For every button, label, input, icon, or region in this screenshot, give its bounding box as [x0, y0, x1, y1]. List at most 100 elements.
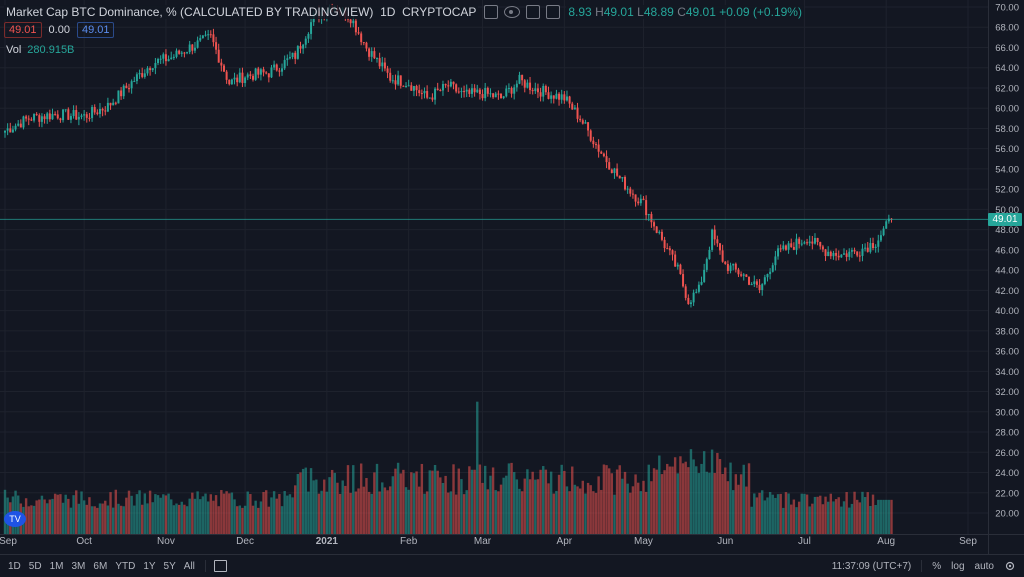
volume-bar — [758, 492, 761, 534]
candle-body — [798, 238, 801, 244]
candle-body — [447, 85, 450, 87]
sell-button[interactable]: 49.01 — [4, 22, 42, 38]
candle-body — [584, 122, 587, 124]
candle-body — [365, 42, 368, 49]
settings-icon[interactable] — [526, 5, 541, 19]
candle-body — [600, 151, 603, 154]
range-1d[interactable]: 1D — [8, 560, 21, 572]
candle-body — [183, 52, 186, 54]
calendar-icon[interactable] — [213, 560, 227, 572]
candle-body — [824, 249, 827, 257]
candle-body — [67, 109, 70, 120]
volume-bar — [288, 494, 292, 534]
candle-body — [769, 271, 772, 275]
candle-body — [489, 93, 492, 95]
candle-body — [449, 81, 452, 87]
volume-bar — [383, 487, 387, 534]
spread-value: 0.00 — [48, 24, 70, 36]
candle-body — [38, 115, 41, 122]
range-5y[interactable]: 5Y — [163, 560, 176, 572]
volume-bar — [204, 493, 207, 534]
volume-bar — [784, 492, 788, 534]
range-5d[interactable]: 5D — [28, 560, 42, 572]
candle-body — [444, 84, 447, 86]
range-all[interactable]: All — [183, 560, 195, 572]
range-3m[interactable]: 3M — [71, 560, 86, 572]
volume-bar — [658, 455, 661, 534]
eye-icon[interactable] — [504, 6, 521, 18]
last-price-tag: 49.01 — [988, 213, 1022, 226]
volume-bar — [148, 490, 152, 534]
gear-icon[interactable] — [1004, 560, 1016, 572]
volume-bar — [246, 491, 249, 534]
range-ytd[interactable]: YTD — [115, 560, 136, 572]
volume-bar — [520, 491, 524, 534]
volume-bar — [30, 505, 33, 534]
candle-body — [758, 284, 761, 291]
volume-bar — [27, 506, 30, 534]
range-1y[interactable]: 1Y — [143, 560, 156, 572]
volume-bar — [803, 493, 806, 534]
volume-bar — [96, 507, 99, 534]
volume-bar — [193, 498, 197, 534]
volume-bar — [724, 467, 727, 534]
candle-body — [829, 251, 832, 257]
candle-body — [259, 69, 262, 75]
candle-body — [405, 85, 408, 87]
volume-bar — [267, 506, 271, 534]
candle-body — [639, 198, 642, 204]
candle-body — [273, 64, 276, 68]
candle-body — [133, 81, 136, 83]
candle-body — [608, 162, 611, 170]
candle-body — [159, 58, 162, 60]
volume-bar — [721, 473, 724, 534]
volume-bar — [130, 495, 133, 534]
auto-scale-toggle[interactable]: auto — [974, 560, 994, 572]
candle-body — [452, 81, 455, 85]
volume-bar — [43, 499, 46, 534]
candle-body — [671, 250, 674, 255]
log-scale-toggle[interactable]: log — [951, 560, 965, 572]
volume-bar — [478, 464, 482, 534]
volume-bar — [217, 506, 220, 534]
candle-body — [302, 44, 305, 49]
volume-bar — [220, 490, 223, 534]
candle-body — [265, 72, 268, 74]
candle-body — [288, 57, 291, 59]
candle-body — [718, 243, 721, 251]
candle-body — [130, 81, 133, 89]
buy-button[interactable]: 49.01 — [76, 22, 115, 38]
candle-body — [790, 243, 793, 247]
candle-body — [616, 168, 619, 176]
percent-scale-toggle[interactable]: % — [932, 560, 942, 572]
volume-bar — [98, 503, 102, 534]
volume-bar — [605, 465, 608, 534]
candle-body — [109, 102, 112, 106]
volume-bar — [201, 496, 205, 534]
candle-body — [552, 95, 555, 99]
candle-body — [763, 277, 766, 285]
range-6m[interactable]: 6M — [93, 560, 108, 572]
volume-bar — [494, 490, 497, 534]
clock-time[interactable]: 11:37:09 (UTC+7) — [831, 560, 912, 572]
volume-bar — [352, 465, 355, 534]
candle-body — [832, 252, 835, 257]
candle-body — [172, 56, 175, 58]
volume-bar — [418, 486, 421, 534]
range-1m[interactable]: 1M — [49, 560, 64, 572]
volume-bar — [222, 493, 226, 534]
volume-bar — [581, 480, 584, 534]
candle-body — [782, 245, 785, 249]
volume-bar — [644, 491, 648, 534]
more-icon[interactable] — [546, 5, 561, 19]
volume-bar — [349, 492, 352, 534]
hide-series-icon[interactable] — [484, 5, 499, 19]
candle-body — [674, 254, 677, 267]
volume-bar — [254, 500, 257, 534]
tradingview-logo[interactable]: TV — [4, 511, 26, 527]
divider — [204, 560, 206, 572]
open-value: 8.93 — [568, 5, 592, 19]
volume-bar — [813, 496, 817, 534]
